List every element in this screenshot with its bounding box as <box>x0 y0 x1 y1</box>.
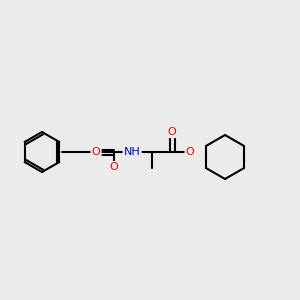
Text: NH: NH <box>124 147 140 157</box>
Text: O: O <box>168 127 176 137</box>
Text: O: O <box>186 147 194 157</box>
Text: O: O <box>92 147 100 157</box>
Text: O: O <box>110 162 118 172</box>
